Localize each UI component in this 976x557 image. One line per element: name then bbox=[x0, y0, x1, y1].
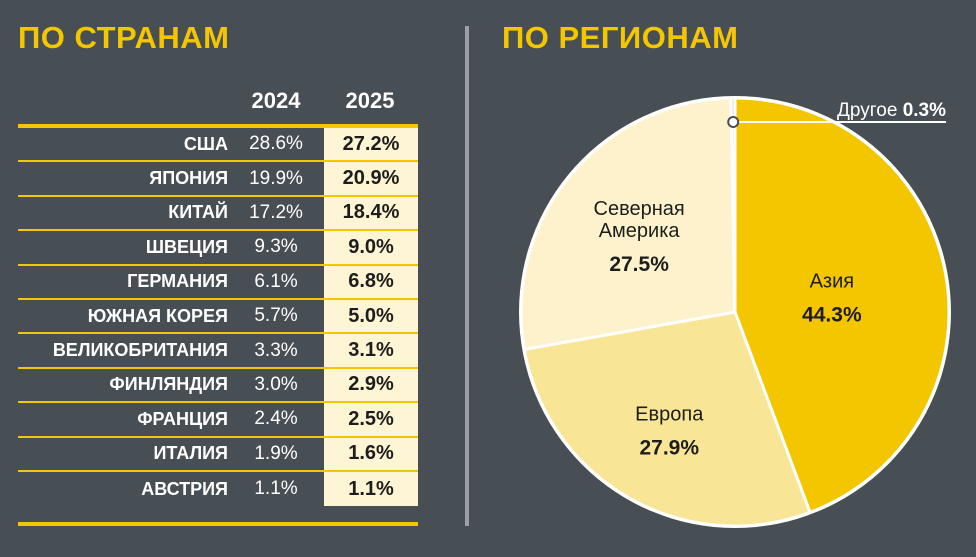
pie-slice-value: 44.3% bbox=[802, 303, 862, 326]
table-top-rule bbox=[18, 124, 418, 128]
value-2024: 3.0% bbox=[254, 373, 298, 395]
value-2024: 3.3% bbox=[254, 339, 298, 361]
value-2024: 2.4% bbox=[254, 408, 298, 430]
pie-slice-name: Европа bbox=[635, 403, 704, 425]
other-name: Другое bbox=[837, 100, 903, 121]
table-row: ЯПОНИЯ 19.9% 20.9% bbox=[18, 162, 418, 197]
value-2024: 9.3% bbox=[254, 236, 298, 258]
regions-title: ПО РЕГИОНАМ bbox=[502, 20, 739, 55]
table-row: ШВЕЦИЯ 9.3% 9.0% bbox=[18, 231, 418, 266]
country-name: США bbox=[183, 133, 228, 154]
value-2024: 1.9% bbox=[254, 442, 298, 464]
country-name: ФРАНЦИЯ bbox=[137, 408, 228, 429]
value-2025: 6.8% bbox=[324, 265, 418, 298]
value-2024: 6.1% bbox=[254, 270, 298, 292]
value-2025: 1.6% bbox=[324, 437, 418, 470]
country-name: ФИНЛЯНДИЯ bbox=[109, 374, 228, 395]
value-2025: 27.2% bbox=[324, 128, 418, 161]
value-2025: 1.1% bbox=[324, 471, 418, 507]
table-bottom-rule bbox=[18, 522, 418, 526]
value-2025: 3.1% bbox=[324, 334, 418, 367]
table-row: ИТАЛИЯ 1.9% 1.6% bbox=[18, 437, 418, 472]
value-2024: 28.6% bbox=[249, 133, 303, 155]
table-row: ВЕЛИКОБРИТАНИЯ 3.3% 3.1% bbox=[18, 334, 418, 369]
table-row: АВСТРИЯ 1.1% 1.1% bbox=[18, 471, 418, 507]
country-name: ВЕЛИКОБРИТАНИЯ bbox=[52, 340, 228, 361]
column-header-2024: 2024 bbox=[251, 88, 301, 113]
country-name: ГЕРМАНИЯ bbox=[127, 271, 228, 292]
country-name: ЮЖНАЯ КОРЕЯ bbox=[87, 305, 228, 326]
pie-slice-1 bbox=[522, 310, 812, 528]
country-name: ШВЕЦИЯ bbox=[145, 236, 228, 257]
value-2024: 5.7% bbox=[254, 305, 298, 327]
table-row: США 28.6% 27.2% bbox=[18, 128, 418, 163]
table-row: КИТАЙ 17.2% 18.4% bbox=[18, 196, 418, 232]
countries-title: ПО СТРАНАМ bbox=[18, 20, 230, 55]
value-2024: 17.2% bbox=[249, 201, 303, 223]
pie-slice-0 bbox=[733, 96, 951, 514]
value-2025: 9.0% bbox=[324, 231, 418, 264]
value-2025: 18.4% bbox=[324, 196, 418, 230]
table-row: ГЕРМАНИЯ 6.1% 6.8% bbox=[18, 265, 418, 300]
value-2025: 2.9% bbox=[324, 368, 418, 402]
table-row: ФРАНЦИЯ 2.4% 2.5% bbox=[18, 403, 418, 438]
section-divider bbox=[465, 26, 469, 526]
pie-slice-name: Азия bbox=[810, 270, 855, 292]
pie-slice-value: 27.9% bbox=[639, 436, 699, 459]
pie-slice-name: Америка bbox=[599, 220, 681, 242]
country-name: ИТАЛИЯ bbox=[153, 443, 228, 464]
pie-slice-2 bbox=[519, 96, 737, 351]
value-2024: 19.9% bbox=[249, 167, 303, 189]
table-row: ЮЖНАЯ КОРЕЯ 5.7% 5.0% bbox=[18, 299, 418, 335]
value-2025: 20.9% bbox=[324, 162, 418, 195]
table-row: ФИНЛЯНДИЯ 3.0% 2.9% bbox=[18, 368, 418, 404]
other-callout-dot bbox=[727, 116, 740, 129]
pie-slice-value: 27.5% bbox=[609, 253, 669, 276]
country-name: ЯПОНИЯ bbox=[149, 168, 228, 189]
country-name: КИТАЙ bbox=[168, 202, 228, 223]
pie-slice-3 bbox=[729, 96, 737, 314]
other-value: 0.3% bbox=[903, 100, 946, 121]
pie-slice-name: Северная bbox=[594, 198, 685, 220]
value-2025: 2.5% bbox=[324, 403, 418, 436]
value-2025: 5.0% bbox=[324, 299, 418, 333]
column-header-2025: 2025 bbox=[345, 88, 395, 113]
country-name: АВСТРИЯ bbox=[141, 478, 228, 499]
value-2024: 1.1% bbox=[254, 478, 298, 500]
other-callout-label: Другое 0.3% bbox=[837, 100, 946, 121]
country-table: США 28.6% 27.2% ЯПОНИЯ 19.9% 20.9% КИТАЙ 17.2% 1… bbox=[18, 128, 418, 507]
